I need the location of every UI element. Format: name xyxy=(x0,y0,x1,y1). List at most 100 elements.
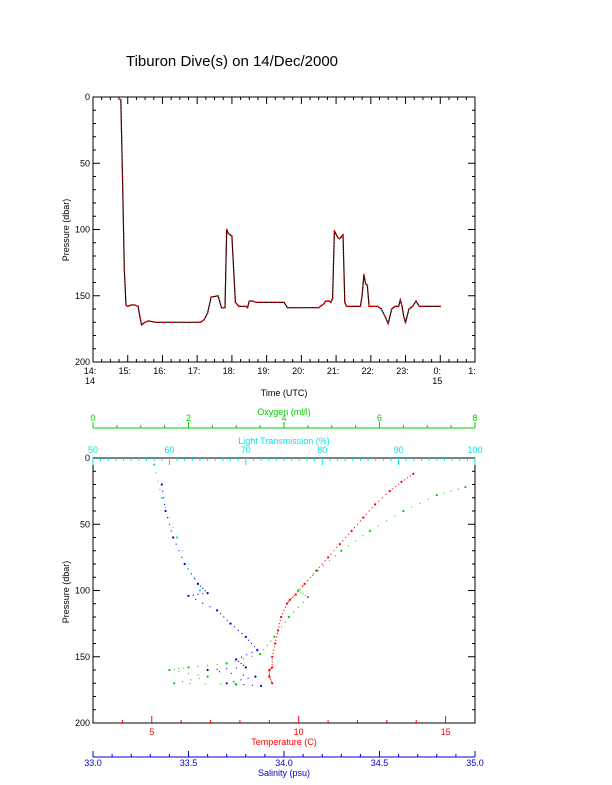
salinity-point xyxy=(168,523,170,525)
oxygen-point xyxy=(190,679,192,681)
temperature-point xyxy=(374,503,377,506)
salinity-point xyxy=(204,590,206,592)
salinity-point xyxy=(248,639,250,641)
x-tick-label: 17: xyxy=(188,366,201,376)
pressure-point xyxy=(246,306,249,309)
pressure-point xyxy=(383,314,386,317)
pressure-point xyxy=(323,302,325,305)
oxygen-point xyxy=(266,644,268,647)
pressure-point xyxy=(222,306,225,309)
salinity-point xyxy=(246,654,248,656)
pressure-point xyxy=(138,316,141,318)
light-transmission-point xyxy=(159,488,161,491)
pressure-point xyxy=(283,301,285,304)
salinity-point xyxy=(244,666,247,669)
pressure-point xyxy=(338,237,341,240)
light-transmission-point xyxy=(182,550,184,552)
oxygen-point xyxy=(302,601,304,603)
temperature-point xyxy=(362,516,365,519)
oxygen-point xyxy=(302,584,304,587)
oxygen-tick-label: 0 xyxy=(90,413,95,423)
pressure-point xyxy=(376,305,379,308)
temperature-point xyxy=(409,475,411,477)
temperature-point xyxy=(271,682,274,685)
oxygen-point xyxy=(198,677,200,679)
salinity-tick-label: 34.0 xyxy=(275,758,293,768)
temperature-point xyxy=(392,488,394,490)
temperature-point xyxy=(398,483,400,485)
pressure-point xyxy=(217,294,219,297)
pressure-point xyxy=(317,306,320,309)
x-tick-label: 14 xyxy=(85,376,95,386)
oxygen-point xyxy=(206,675,209,678)
oxygen-point xyxy=(307,580,309,582)
x-tick-label: 14: xyxy=(84,366,97,376)
oxygen-point xyxy=(216,663,218,666)
oxygen-point xyxy=(464,486,467,489)
salinity-point xyxy=(199,585,201,587)
pressure-point xyxy=(224,306,226,309)
pressure-point xyxy=(293,306,296,309)
oxygen-point xyxy=(287,615,290,619)
x-tick-label: 0: xyxy=(434,366,442,376)
salinity-point xyxy=(206,592,209,595)
salinity-point xyxy=(196,582,200,586)
x-tick-label: 18: xyxy=(223,366,236,376)
salinity-point xyxy=(242,664,244,667)
pressure-point xyxy=(244,305,247,308)
pressure-point xyxy=(359,305,362,308)
pressure-point xyxy=(231,235,233,238)
temperature-point xyxy=(270,681,273,683)
salinity-point xyxy=(233,681,235,683)
oxygen-point xyxy=(178,671,180,673)
temperature-point xyxy=(274,642,277,645)
y-tick-label: 50 xyxy=(80,519,90,529)
pressure-point xyxy=(368,305,370,308)
oxygen-tick-label: 4 xyxy=(281,413,286,423)
light-transmission-point xyxy=(160,496,163,499)
temperature-point xyxy=(268,672,270,674)
salinity-point xyxy=(160,483,163,486)
light-transmission-tick-label: 60 xyxy=(164,445,174,455)
salinity-point xyxy=(218,671,221,673)
salinity-point xyxy=(233,626,235,628)
salinity-point xyxy=(162,490,164,492)
light-transmission-tick-label: 50 xyxy=(88,445,98,455)
oxygen-point xyxy=(328,560,330,562)
salinity-point xyxy=(164,509,167,513)
oxygen-point xyxy=(242,658,244,660)
salinity-tick-label: 33.5 xyxy=(180,758,198,768)
oxygen-point xyxy=(340,549,343,552)
pressure-point xyxy=(418,305,421,308)
pressure-point xyxy=(133,304,136,306)
y-tick-label: 0 xyxy=(85,453,90,463)
pressure-point xyxy=(394,305,397,308)
pressure-point xyxy=(390,308,393,310)
salinity-point xyxy=(219,613,222,615)
temperature-point xyxy=(271,661,273,663)
salinity-point xyxy=(240,679,242,681)
salinity-point xyxy=(226,619,228,621)
light-transmission-axis-ticks: 50 60 70 80 90 100 xyxy=(88,445,483,465)
temperature-point xyxy=(275,639,277,641)
pressure-trace-line xyxy=(120,99,441,326)
temperature-tick-label: 5 xyxy=(149,727,154,737)
oxygen-point xyxy=(419,502,421,504)
pressure-point xyxy=(130,304,133,306)
pressure-point xyxy=(329,301,332,304)
salinity-point xyxy=(237,629,239,631)
pressure-point xyxy=(126,305,129,308)
oxygen-point xyxy=(197,674,199,676)
pressure-point xyxy=(369,305,372,308)
oxygen-point xyxy=(377,525,379,527)
salinity-point xyxy=(241,633,243,635)
temperature-point xyxy=(271,658,273,661)
y-tick-label: 150 xyxy=(75,652,90,662)
x-tick-label: 21: xyxy=(327,366,340,376)
oxygen-point xyxy=(302,593,304,595)
time-chart-frame xyxy=(92,96,476,363)
salinity-point xyxy=(223,616,225,618)
salinity-tick-label: 33.0 xyxy=(84,758,102,768)
